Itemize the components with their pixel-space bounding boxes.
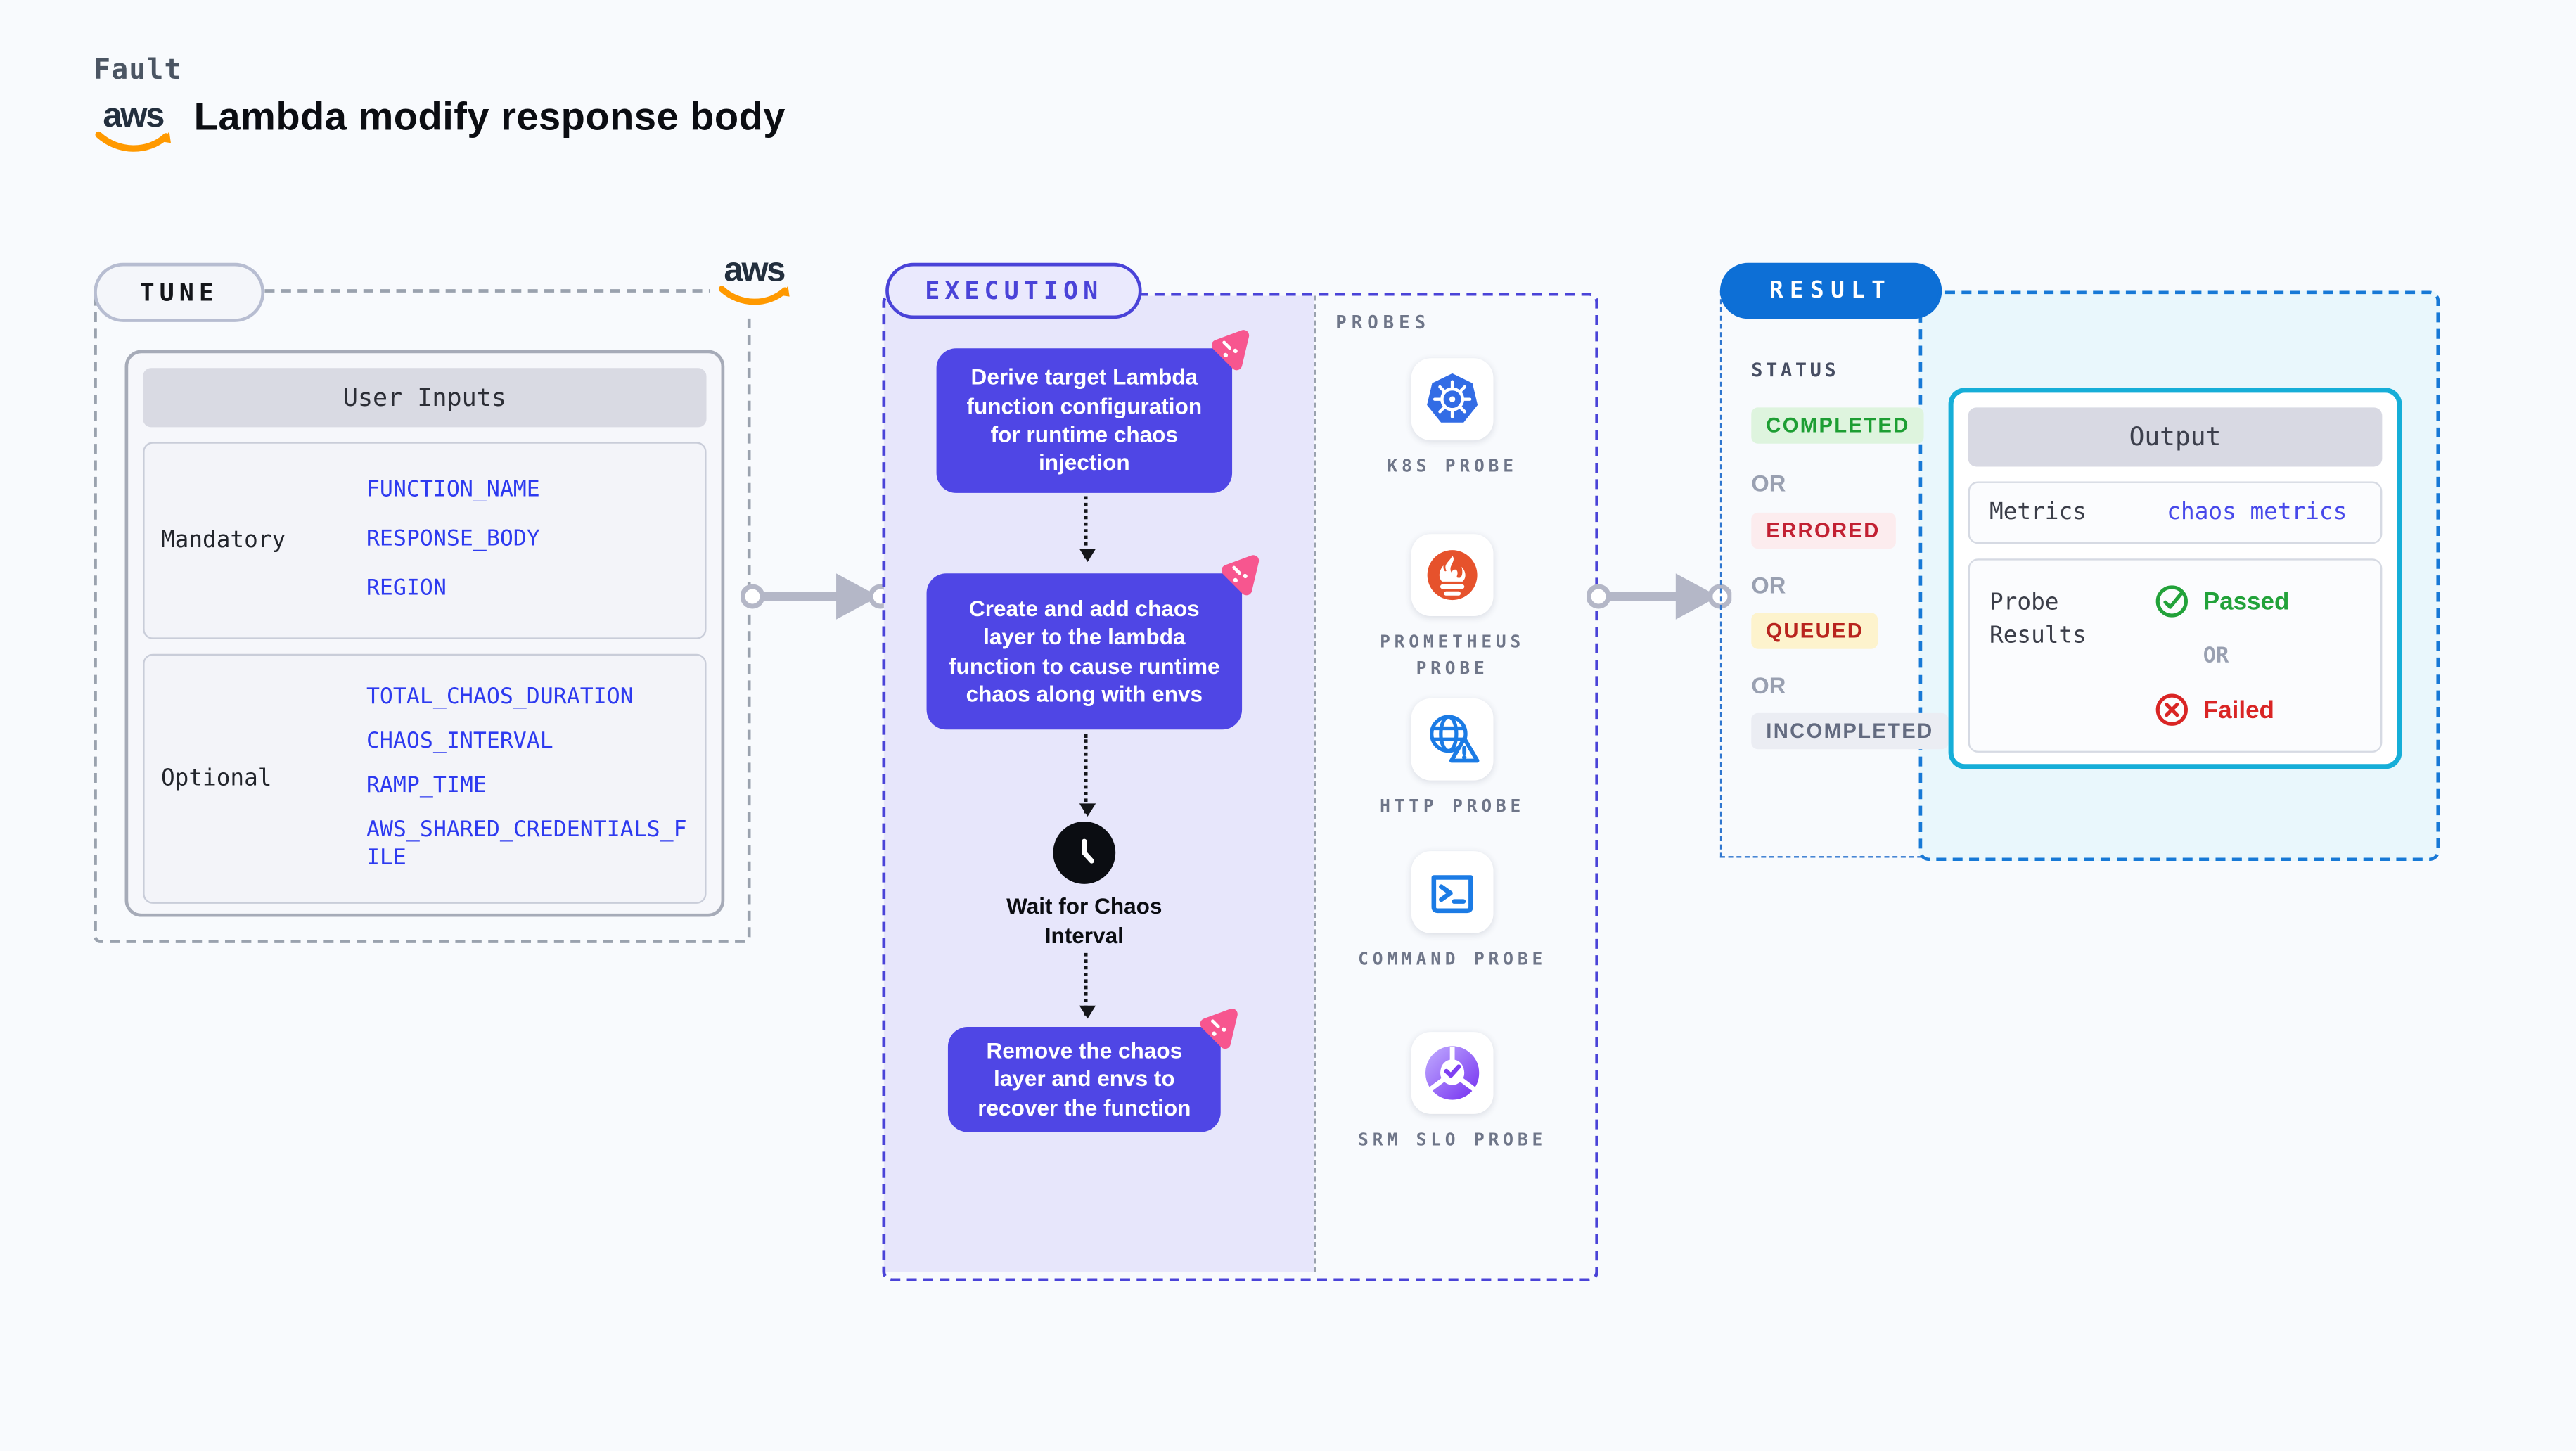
metrics-row: Metrics chaos metrics	[1968, 481, 2383, 544]
status-title: STATUS	[1751, 358, 1840, 381]
optional-row: Optional TOTAL_CHAOS_DURATION CHAOS_INTE…	[143, 653, 707, 904]
wait-label: Wait for Chaos Interval	[1006, 893, 1162, 947]
or-label: OR	[1751, 571, 1786, 599]
chaos-icon	[1200, 1008, 1238, 1049]
globe-warning-icon	[1411, 698, 1494, 781]
env-var: CHAOS_INTERVAL	[366, 728, 553, 755]
page-title: Lambda modify response body	[193, 95, 786, 140]
mandatory-values: FUNCTION_NAME RESPONSE_BODY REGION	[366, 444, 705, 638]
step-remove-chaos-layer: Remove the chaos layer and envs to recov…	[947, 1008, 1238, 1132]
terminal-icon	[1411, 851, 1494, 933]
result-pill: RESULT	[1719, 262, 1942, 319]
aws-logo-text: aws	[103, 96, 165, 135]
fault-kicker: Fault	[94, 54, 182, 87]
step-text: Remove the chaos layer and envs to recov…	[978, 1038, 1191, 1120]
x-circle-icon	[2155, 693, 2188, 726]
probe-k8s: K8S PROBE	[1338, 358, 1568, 481]
probe-results-values: Passed OR Failed	[2147, 561, 2380, 751]
aws-smile-icon	[718, 286, 790, 305]
clock-icon	[1053, 822, 1116, 884]
probe-results-label: Probe Results	[1989, 589, 2087, 650]
env-var: TOTAL_CHAOS_DURATION	[366, 684, 634, 710]
tune-section-box	[94, 289, 751, 943]
probe-label: PROMETHEUS PROBE	[1380, 632, 1525, 679]
probe-label: SRM SLO PROBE	[1358, 1130, 1547, 1151]
probes-title: PROBES	[1335, 312, 1431, 334]
passed-item: Passed	[2154, 583, 2380, 619]
env-var: RESPONSE_BODY	[366, 526, 540, 553]
probe-prometheus: PROMETHEUS PROBE	[1338, 534, 1568, 682]
failed-label: Failed	[2203, 696, 2274, 724]
failed-item: Failed	[2154, 691, 2380, 727]
check-circle-icon	[2155, 585, 2188, 618]
kubernetes-wheel-icon	[1411, 358, 1494, 441]
step-add-chaos-layer: Create and add chaos layer to the lambda…	[926, 555, 1260, 730]
probe-label: HTTP PROBE	[1380, 797, 1525, 817]
step-derive-config: Derive target Lambda function configurat…	[936, 330, 1250, 493]
status-badge-completed: COMPLETED	[1751, 407, 1925, 444]
metrics-label: Metrics	[1989, 499, 2087, 526]
flow-arrow-icon	[1079, 496, 1096, 562]
env-var: FUNCTION_NAME	[366, 477, 540, 504]
aws-smile-icon	[95, 131, 171, 152]
slo-donut-check-icon	[1411, 1032, 1494, 1114]
output-title: Output	[1968, 407, 2383, 467]
optional-values: TOTAL_CHAOS_DURATION CHAOS_INTERVAL RAMP…	[366, 656, 705, 902]
user-inputs-panel: User Inputs Mandatory FUNCTION_NAME RESP…	[124, 350, 725, 917]
env-var: AWS_SHARED_CREDENTIALS_FILE	[366, 816, 687, 871]
env-var: RAMP_TIME	[366, 772, 487, 798]
execution-pill: EXECUTION	[885, 262, 1143, 319]
aws-logo: aws	[94, 98, 172, 156]
probe-label: K8S PROBE	[1387, 456, 1518, 477]
aws-logo-tune: aws	[710, 250, 799, 312]
probe-srm-slo: SRM SLO PROBE	[1338, 1032, 1568, 1155]
env-var: REGION	[366, 575, 447, 602]
arrow-tune-to-execution	[741, 563, 892, 629]
user-inputs-title: User Inputs	[143, 368, 707, 428]
probe-command: COMMAND PROBE	[1338, 851, 1568, 974]
metrics-value: chaos metrics	[2167, 499, 2347, 526]
tune-pill: TUNE	[94, 262, 265, 322]
flow-arrow-icon	[1079, 734, 1096, 817]
output-card: Output Metrics chaos metrics Probe Resul…	[1948, 388, 2402, 769]
aws-logo-text: aws	[724, 251, 786, 290]
flow-arrow-icon	[1079, 952, 1096, 1019]
chaos-icon	[1221, 555, 1260, 596]
passed-label: Passed	[2203, 587, 2290, 615]
status-badge-errored: ERRORED	[1751, 512, 1895, 549]
or-label: OR	[2203, 643, 2229, 668]
mandatory-label: Mandatory	[160, 527, 286, 554]
chaos-icon	[1211, 330, 1250, 371]
prometheus-flame-icon	[1411, 534, 1494, 617]
or-label: OR	[1751, 672, 1786, 698]
status-badge-queued: QUEUED	[1751, 613, 1879, 649]
or-label: OR	[1751, 470, 1786, 497]
arrow-execution-to-result	[1587, 563, 1732, 629]
probe-results-row: Probe Results Passed OR Faile	[1968, 558, 2383, 753]
mandatory-row: Mandatory FUNCTION_NAME RESPONSE_BODY RE…	[143, 442, 707, 639]
step-text: Create and add chaos layer to the lambda…	[949, 596, 1220, 706]
status-badge-incompleted: INCOMPLETED	[1751, 712, 1949, 750]
execution-probes-divider	[1314, 295, 1316, 1272]
probe-label: COMMAND PROBE	[1358, 950, 1547, 970]
optional-label: Optional	[160, 765, 272, 792]
step-text: Derive target Lambda function configurat…	[966, 365, 1203, 475]
execution-section-box	[882, 292, 1599, 1282]
probe-http: HTTP PROBE	[1338, 698, 1568, 822]
